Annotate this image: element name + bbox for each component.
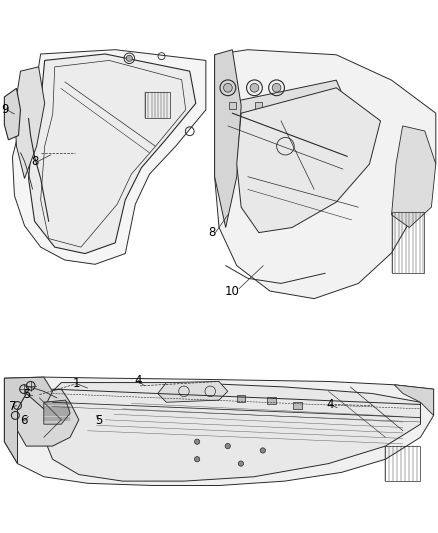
Circle shape (250, 84, 259, 92)
Text: 5: 5 (95, 414, 102, 427)
Text: 8: 8 (31, 155, 38, 168)
Bar (255, 102, 262, 109)
Polygon shape (4, 377, 53, 464)
Text: 6: 6 (20, 414, 28, 427)
Polygon shape (392, 126, 436, 228)
Circle shape (194, 457, 200, 462)
Text: 4: 4 (134, 374, 142, 387)
Bar (293, 402, 302, 409)
Text: 8: 8 (208, 226, 216, 239)
Polygon shape (14, 67, 45, 179)
Polygon shape (237, 88, 381, 232)
Bar (385, 446, 420, 481)
Text: 7: 7 (8, 400, 16, 413)
Polygon shape (44, 383, 420, 481)
Polygon shape (158, 382, 228, 402)
Circle shape (194, 439, 200, 445)
Polygon shape (394, 385, 434, 415)
Polygon shape (28, 54, 196, 254)
Text: 9: 9 (1, 103, 8, 116)
Circle shape (223, 84, 232, 92)
Polygon shape (4, 88, 21, 140)
Circle shape (272, 84, 281, 92)
Bar (267, 398, 276, 405)
Bar (237, 395, 245, 402)
Polygon shape (215, 50, 436, 298)
Polygon shape (12, 50, 206, 264)
Circle shape (225, 443, 230, 449)
Circle shape (238, 461, 244, 466)
Polygon shape (4, 377, 434, 486)
Bar (392, 212, 424, 273)
Circle shape (260, 448, 265, 453)
Polygon shape (44, 400, 70, 424)
Text: 1: 1 (73, 377, 81, 390)
Text: 10: 10 (225, 285, 240, 297)
Text: 4: 4 (326, 398, 334, 411)
Text: 5: 5 (24, 388, 31, 401)
Bar (145, 92, 170, 118)
Polygon shape (18, 389, 79, 446)
Polygon shape (215, 80, 343, 121)
Circle shape (126, 55, 132, 61)
Bar (229, 102, 236, 109)
Polygon shape (215, 50, 241, 228)
